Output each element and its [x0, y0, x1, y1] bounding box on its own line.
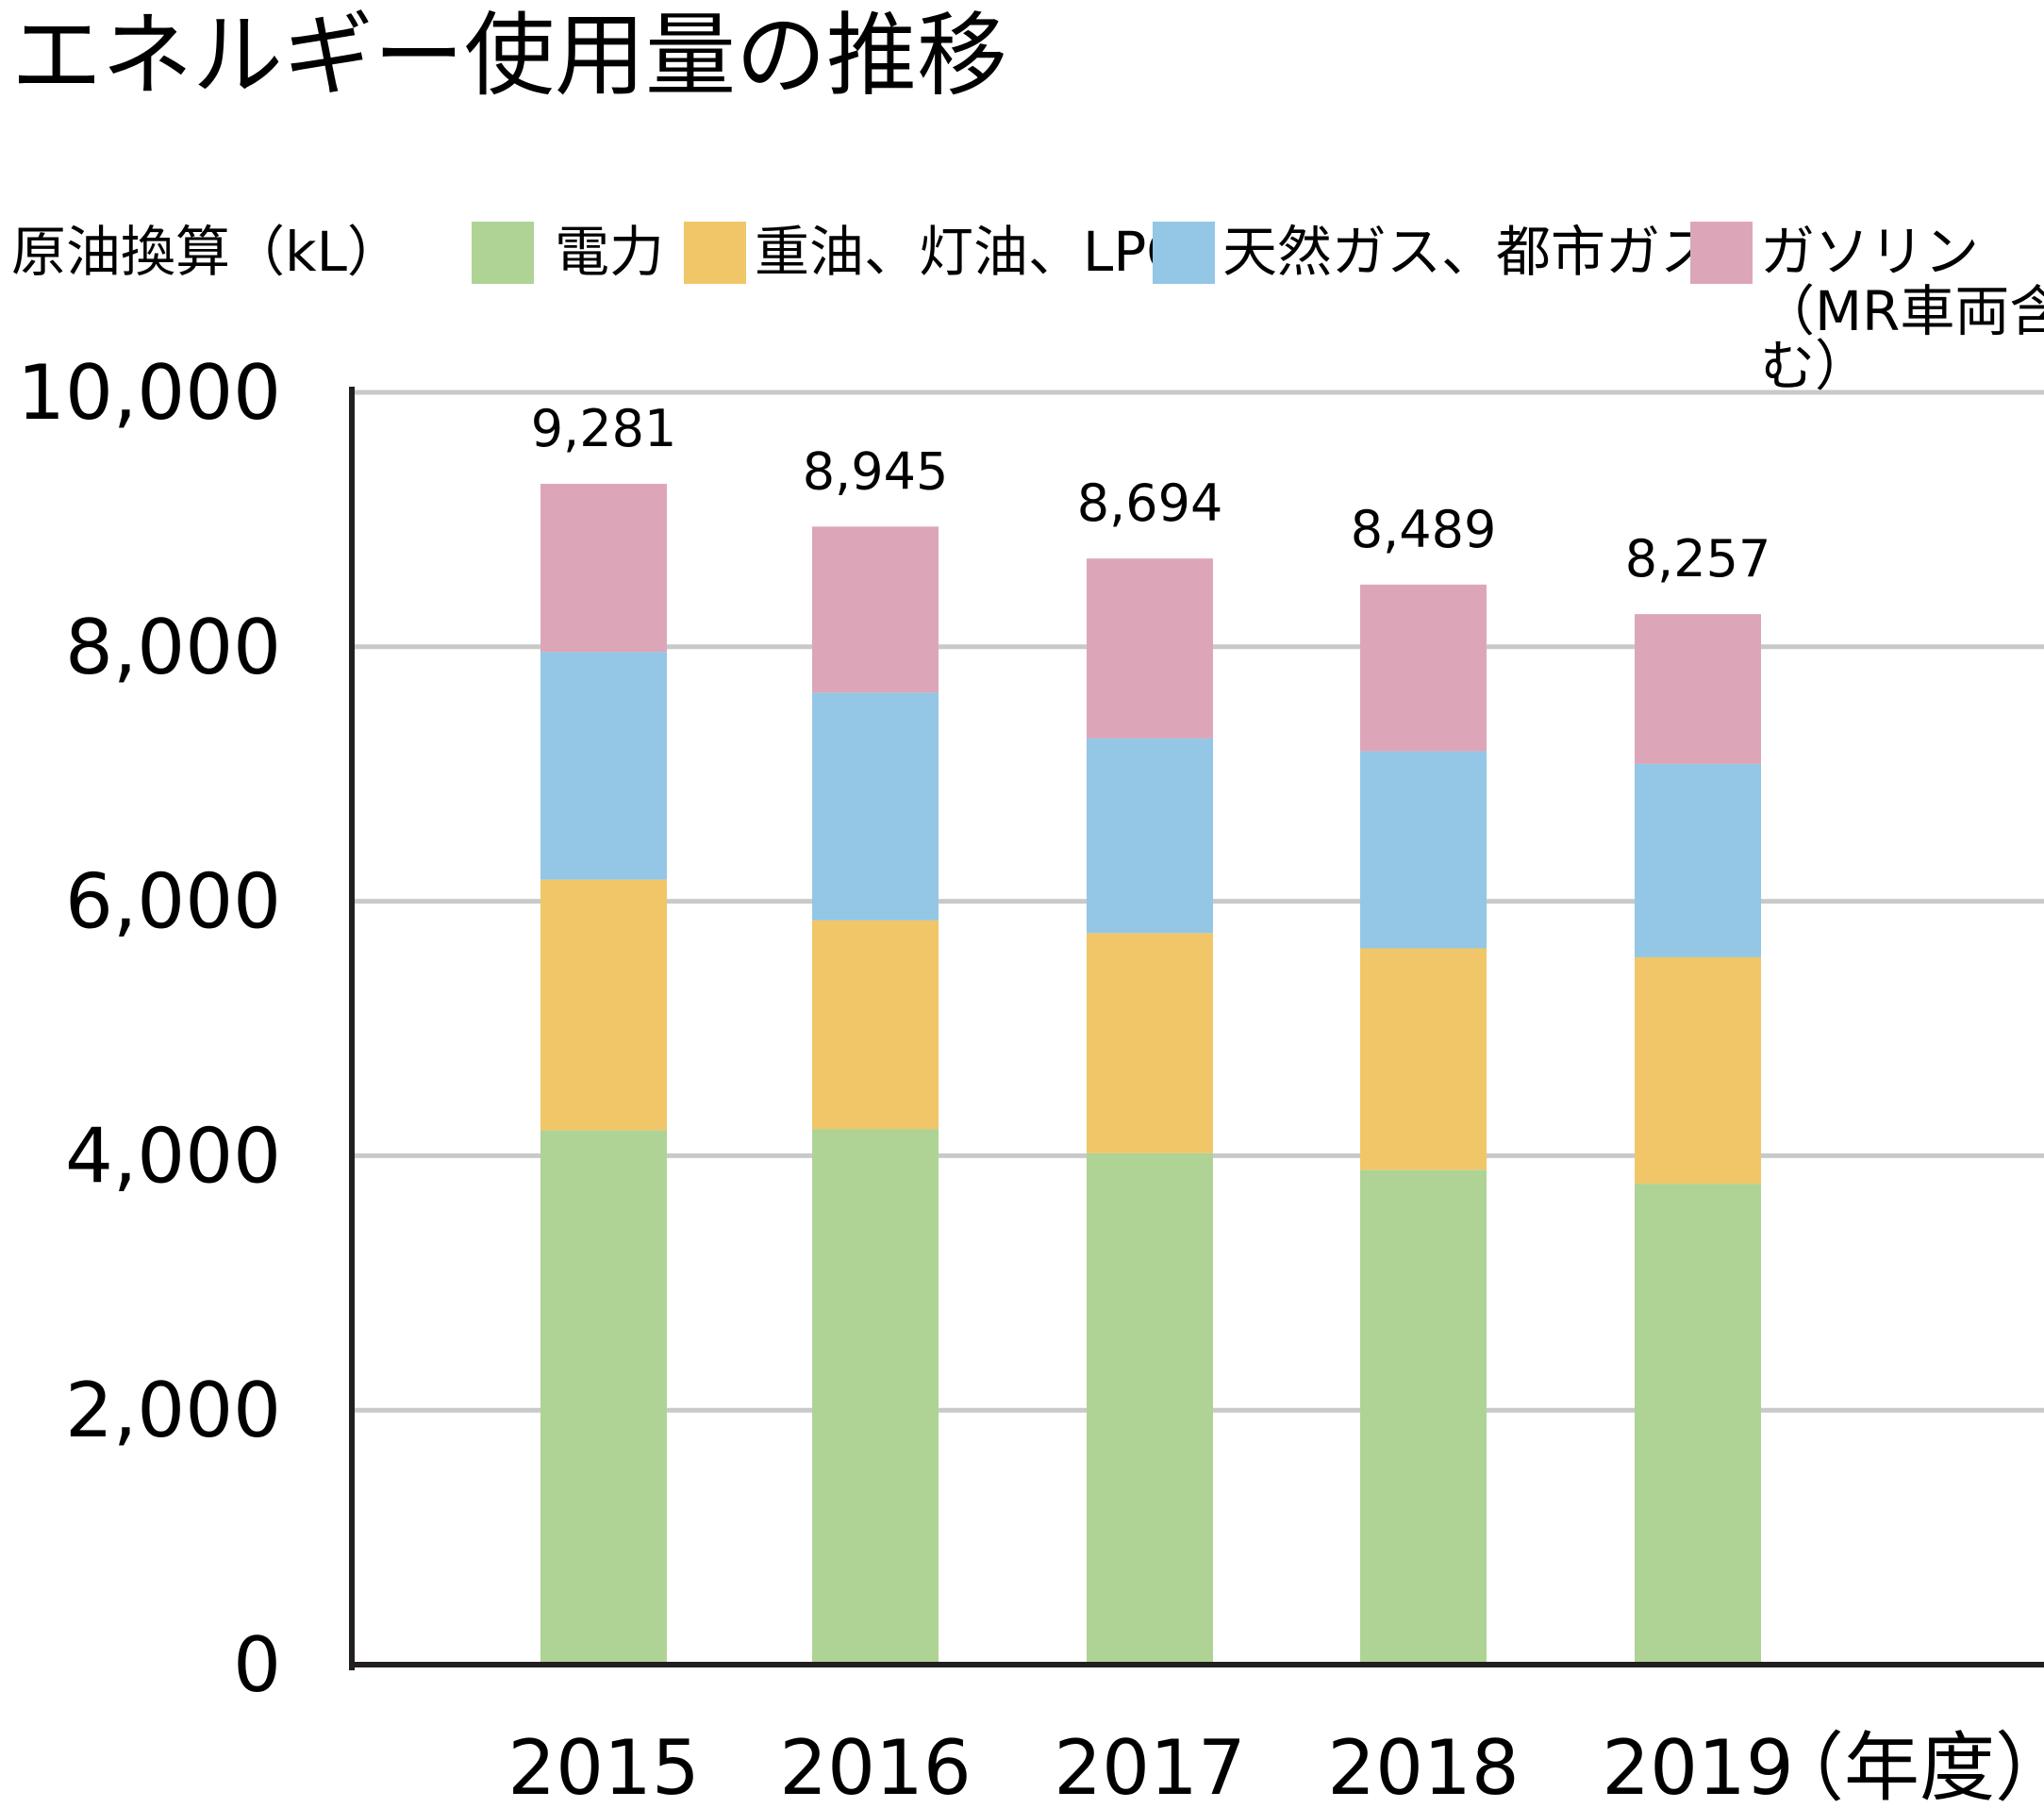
y-tick-label: 6,000 — [65, 858, 281, 946]
bar-segment — [1087, 1153, 1213, 1665]
bar-segment — [540, 879, 667, 1131]
legend-swatch-gasoline — [1690, 222, 1753, 284]
bar-total-label: 8,694 — [1077, 473, 1223, 533]
bar-segment — [1087, 933, 1213, 1153]
bar-segment — [540, 1130, 667, 1665]
bar-segment — [1635, 763, 1761, 957]
y-tick-label: 8,000 — [65, 604, 281, 691]
x-tick-label: 2016 — [779, 1724, 972, 1808]
legend-label-gasoline: ガソリン （MR車両含 む） — [1760, 220, 2044, 398]
y-tick-labels: 0 2,000 4,000 6,000 8,000 10,000 — [17, 349, 281, 1709]
bar-total-label: 9,281 — [531, 399, 677, 458]
total-labels: 9,281 8,945 8,694 8,489 8,257 — [531, 399, 1771, 589]
bars — [540, 483, 1761, 1665]
chart-title: エネルギー使用量の推移 — [11, 3, 1007, 108]
x-axis-unit-label: （年度） — [1769, 1724, 2044, 1808]
x-tick-label: 2015 — [507, 1724, 700, 1808]
bar-segment — [812, 920, 939, 1130]
bar-total-label: 8,257 — [1625, 529, 1771, 589]
bar-segment — [1635, 1184, 1761, 1665]
legend: 電力 重油、灯油、LPG 天然ガス、都市ガス ガソリン （MR車両含 む） — [472, 220, 2044, 398]
bar-segment — [812, 692, 939, 921]
bar-segment — [1360, 584, 1487, 752]
legend-label-electricity: 電力 — [555, 220, 664, 284]
legend-label-gas: 天然ガス、都市ガス — [1222, 220, 1715, 284]
legend-label-gasoline-line2: （MR車両含 — [1760, 279, 2044, 343]
bar-segment — [1635, 956, 1761, 1185]
legend-swatch-electricity — [472, 222, 534, 284]
x-tick-label: 2019 — [1602, 1724, 1794, 1808]
bar-segment — [540, 652, 667, 880]
x-tick-label: 2018 — [1327, 1724, 1520, 1808]
y-tick-label: 4,000 — [65, 1112, 281, 1200]
y-axis-label: 原油換算（kL） — [11, 220, 402, 284]
bar-segment — [1360, 1169, 1487, 1665]
legend-label-gasoline-line3: む） — [1760, 334, 1870, 398]
bar-segment — [1635, 614, 1761, 764]
y-tick-label: 2,000 — [65, 1367, 281, 1454]
bar-segment — [1360, 751, 1487, 949]
bar-segment — [540, 483, 667, 653]
bar-segment — [812, 1129, 939, 1665]
bar-segment — [812, 526, 939, 693]
bar-total-label: 8,945 — [803, 441, 949, 501]
y-tick-label: 10,000 — [17, 349, 281, 437]
legend-swatch-oil — [684, 222, 746, 284]
legend-label-oil: 重油、灯油、LPG — [755, 220, 1188, 284]
legend-label-gasoline-line1: ガソリン — [1760, 220, 1979, 284]
bar-segment — [1087, 738, 1213, 934]
bar-segment — [1087, 558, 1213, 738]
bar-segment — [1360, 948, 1487, 1170]
y-tick-label: 0 — [233, 1621, 281, 1709]
x-tick-label: 2017 — [1054, 1724, 1246, 1808]
bar-total-label: 8,489 — [1351, 500, 1497, 559]
legend-swatch-gas — [1153, 222, 1215, 284]
x-tick-labels: 2015 2016 2017 2018 2019 — [507, 1724, 1794, 1808]
